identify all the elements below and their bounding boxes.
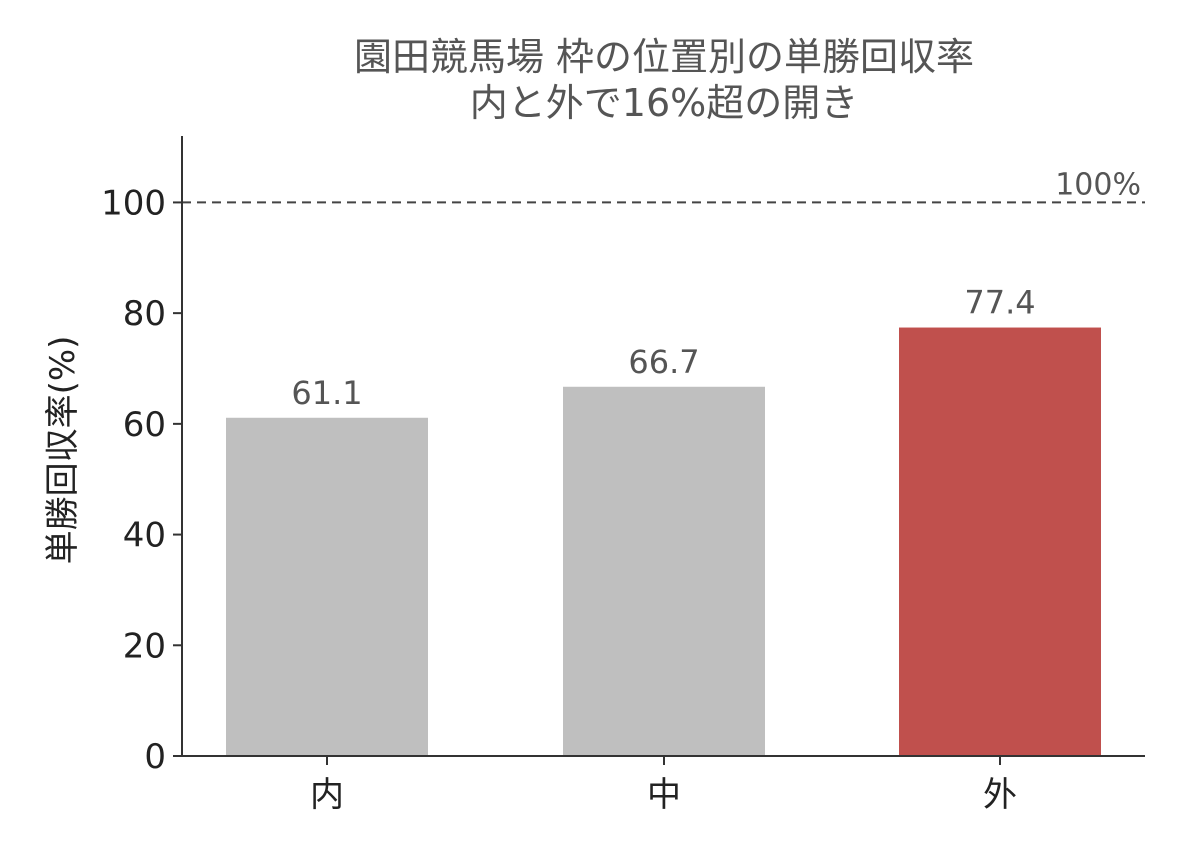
chart-title-line-1: 園田競馬場 枠の位置別の単勝回収率 bbox=[354, 35, 974, 79]
x-tick-label-1: 内 bbox=[310, 775, 344, 815]
y-axis-label: 単勝回収率(%) bbox=[43, 336, 83, 565]
bar-1 bbox=[226, 417, 428, 756]
data-label-2: 66.7 bbox=[628, 343, 699, 381]
bar-2 bbox=[563, 386, 765, 756]
y-tick-label-100: 100 bbox=[101, 183, 166, 223]
bar-3 bbox=[899, 327, 1101, 756]
y-tick-label-20: 20 bbox=[123, 626, 166, 666]
reference-line-label: 100% bbox=[1055, 167, 1141, 202]
x-tick-label-2: 中 bbox=[647, 775, 681, 815]
data-label-3: 77.4 bbox=[964, 284, 1035, 322]
chart-title: 園田競馬場 枠の位置別の単勝回収率 内と外で16%超の開き bbox=[354, 35, 974, 125]
plot-area: 61.1 66.7 77.4 100% 0 20 40 60 80 100 内 中 外 bbox=[101, 136, 1145, 815]
data-label-1: 61.1 bbox=[291, 374, 362, 412]
y-tick-label-80: 80 bbox=[123, 294, 166, 334]
y-tick-label-60: 60 bbox=[123, 405, 166, 445]
chart-title-line-2: 内と外で16%超の開き bbox=[470, 81, 858, 125]
y-tick-label-0: 0 bbox=[144, 737, 166, 777]
y-tick-label-40: 40 bbox=[123, 516, 166, 556]
x-tick-label-3: 外 bbox=[983, 775, 1017, 815]
